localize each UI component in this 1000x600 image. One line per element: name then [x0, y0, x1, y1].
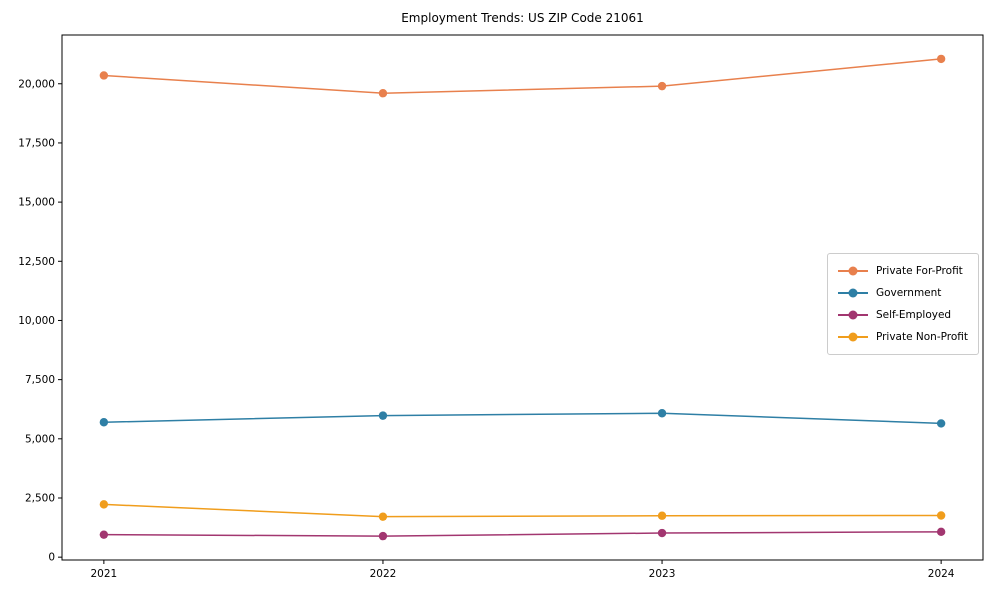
legend-label: Private For-Profit [875, 265, 963, 277]
data-point-private-non-profit [657, 511, 667, 520]
y-tick-label: 10,000 [18, 315, 55, 327]
legend-item-government: Government [837, 282, 968, 304]
legend-label: Self-Employed [875, 309, 952, 321]
y-tick-label: 20,000 [18, 78, 55, 90]
y-tick-label: 12,500 [18, 256, 55, 268]
legend-line-marker-icon [837, 330, 868, 344]
data-point-self-employed [99, 530, 109, 539]
data-point-government [657, 409, 667, 418]
data-point-private-for-profit [936, 54, 946, 64]
data-point-government [99, 418, 109, 427]
data-point-private-non-profit [99, 500, 109, 509]
legend-label: Government [875, 287, 942, 299]
chart-title: Employment Trends: US ZIP Code 21061 [401, 11, 644, 25]
data-point-self-employed [936, 527, 946, 537]
x-tick-label: 2023 [649, 568, 676, 580]
data-point-private-non-profit [936, 511, 946, 520]
legend-line-marker-icon [837, 308, 868, 322]
data-point-private-for-profit [657, 81, 667, 91]
legend-item-private-non-profit: Private Non-Profit [837, 326, 968, 348]
data-point-private-non-profit [378, 512, 388, 521]
legend-line-marker-icon [837, 264, 868, 278]
y-tick-label: 0 [48, 552, 55, 564]
legend-item-private-for-profit: Private For-Profit [837, 260, 968, 282]
y-tick-label: 7,500 [25, 374, 55, 386]
axes-frame [61, 34, 984, 561]
data-point-government [378, 411, 388, 420]
y-tick-label: 2,500 [25, 492, 55, 504]
series-line-government [103, 412, 942, 425]
x-tick-label: 2022 [370, 568, 397, 580]
x-tick-label: 2021 [90, 568, 117, 580]
legend-line-marker-icon [837, 286, 868, 300]
y-tick-label: 5,000 [25, 433, 55, 445]
data-point-government [936, 419, 946, 428]
series-line-self-employed [103, 531, 942, 537]
legend-item-self-employed: Self-Employed [837, 304, 968, 326]
data-point-private-for-profit [378, 89, 388, 98]
legend-label: Private Non-Profit [875, 331, 968, 343]
x-tick-label: 2024 [928, 568, 955, 580]
legend: Private For-Profit Government Self-Employe… [826, 253, 979, 355]
series-line-private-non-profit [103, 503, 942, 518]
data-point-self-employed [378, 531, 388, 541]
y-tick-label: 15,000 [18, 197, 55, 209]
series-line-private-for-profit [103, 58, 942, 94]
data-point-private-for-profit [99, 71, 109, 80]
y-tick-label: 17,500 [18, 137, 55, 149]
data-point-self-employed [657, 528, 667, 538]
